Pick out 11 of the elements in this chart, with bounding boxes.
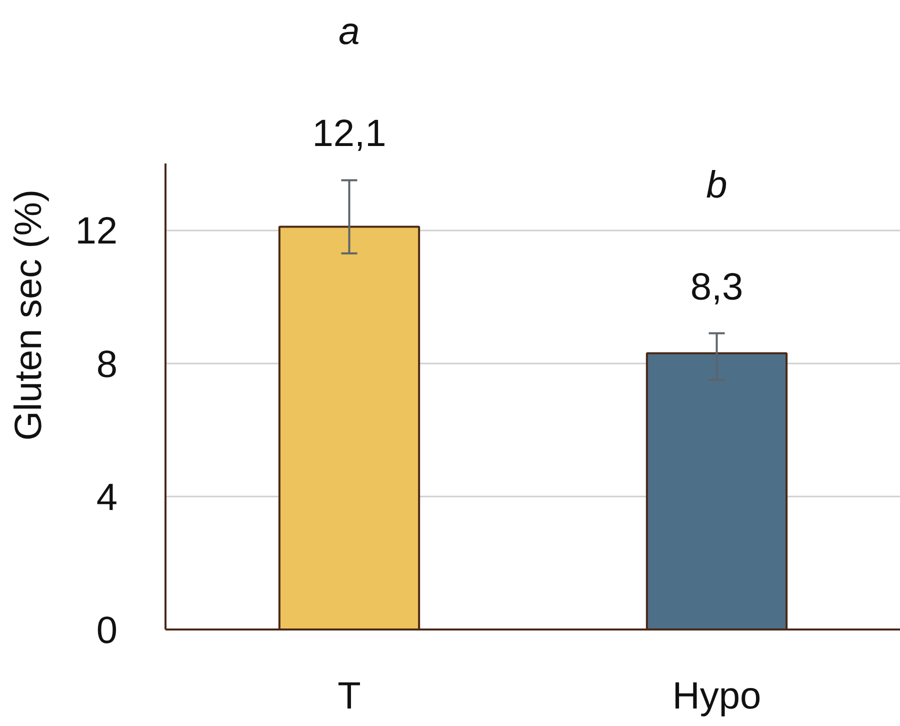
y-tick-label: 4 [96, 476, 118, 519]
y-tick-label: 8 [96, 344, 118, 386]
data-label: 8,3 [690, 266, 744, 308]
x-tick-label: Hypo [672, 676, 762, 718]
data-label: 12,1 [312, 113, 386, 156]
text: a [338, 11, 360, 54]
y-axis-title: Gluten sec (%) [8, 189, 50, 441]
annotation: b [706, 164, 728, 206]
y-tick-label: 12 [75, 210, 118, 253]
x-tick-label: T [338, 676, 361, 718]
y-tick-label: 0 [96, 610, 118, 652]
